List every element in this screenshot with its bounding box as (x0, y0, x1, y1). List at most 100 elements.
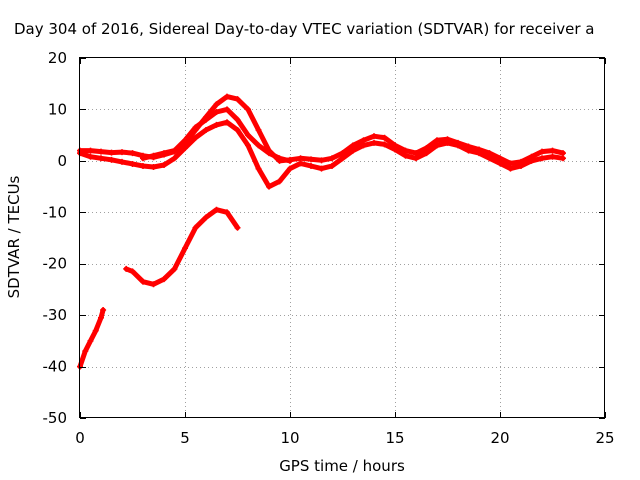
data-point (339, 155, 346, 162)
chart-title: Day 304 of 2016, Sidereal Day-to-day VTE… (14, 20, 595, 38)
data-point (539, 155, 545, 162)
series-line-track-4 (123, 207, 240, 287)
x-axis-label: GPS time / hours (279, 457, 405, 475)
data-point (476, 150, 482, 157)
data-point (171, 265, 178, 272)
series-line-track-5 (77, 307, 106, 370)
x-tick-labels: 0 5 10 15 20 25 (75, 429, 614, 447)
data-point (266, 150, 272, 157)
data-point (140, 155, 146, 162)
data-point (140, 163, 146, 169)
data-point (308, 156, 314, 163)
y-tick-labels: -50 -40 -30 -20 -10 0 10 20 (43, 49, 68, 427)
data-point (234, 96, 241, 103)
y-axis-label: SDTVAR / TECUs (5, 175, 23, 298)
data-point (245, 106, 251, 113)
data-point (297, 160, 304, 167)
data-point (486, 155, 493, 162)
data-point (234, 224, 241, 231)
data-point (560, 150, 566, 157)
data-point (528, 157, 535, 164)
data-point (192, 124, 199, 131)
data-point (371, 133, 377, 140)
data-point (413, 155, 419, 162)
data-point (507, 165, 514, 172)
data-point (213, 206, 220, 213)
data-point (171, 147, 178, 154)
data-point (224, 209, 230, 216)
x-tick-label: 5 (180, 429, 190, 447)
data-point (392, 146, 398, 153)
y-tick-label: 10 (48, 100, 67, 118)
data-point (276, 155, 283, 162)
data-point (444, 139, 451, 146)
data-point (255, 165, 262, 172)
data-point (108, 156, 115, 163)
data-point (203, 214, 209, 221)
data-point (413, 150, 419, 157)
data-point (234, 127, 241, 133)
data-point (287, 165, 293, 172)
axis-ticks (80, 58, 606, 419)
data-point (434, 142, 440, 149)
data-point (82, 348, 89, 355)
data-point (560, 155, 566, 162)
data-point (255, 142, 262, 149)
data-point (150, 281, 157, 288)
data-point (402, 147, 409, 154)
data-point (402, 152, 409, 159)
data-point (192, 134, 199, 141)
data-point (350, 142, 356, 149)
x-tick-label: 10 (280, 429, 299, 447)
x-tick-label: 0 (75, 429, 85, 447)
data-point (129, 150, 136, 157)
data-point (245, 142, 251, 149)
data-point (371, 139, 377, 146)
data-point (297, 155, 304, 162)
data-point (266, 183, 272, 190)
data-point (203, 127, 209, 133)
data-point (507, 160, 514, 167)
data-point (192, 224, 199, 231)
y-tick-label: -20 (43, 255, 68, 273)
data-point (434, 137, 440, 144)
x-tick-label: 15 (385, 429, 404, 447)
data-point (150, 164, 157, 171)
data-point (129, 160, 136, 167)
data-point (497, 155, 503, 162)
data-point (224, 93, 230, 100)
data-point (123, 265, 130, 272)
data-point (87, 147, 94, 154)
data-point (350, 147, 356, 154)
data-point (92, 327, 99, 334)
y-tick-label: -10 (43, 203, 68, 221)
plot-frame (79, 57, 605, 418)
data-point (161, 161, 167, 168)
data-point (465, 147, 472, 154)
data-point (119, 158, 125, 165)
data-point (423, 150, 430, 157)
data-point (87, 337, 94, 344)
data-point (100, 307, 107, 313)
data-point (497, 160, 503, 167)
data-point (150, 152, 157, 159)
data-point (318, 157, 325, 164)
data-point (329, 155, 335, 162)
data-point (98, 155, 104, 162)
data-point (308, 163, 314, 169)
data-point (455, 142, 461, 149)
data-point (360, 142, 367, 149)
data-point (339, 150, 346, 157)
data-point (119, 149, 125, 156)
x-tick-label: 20 (490, 429, 509, 447)
data-point (129, 268, 136, 275)
data-point (224, 119, 230, 126)
data-point (171, 155, 178, 162)
data-point (203, 116, 209, 123)
data-point (318, 165, 325, 172)
data-point (245, 132, 251, 139)
data-point (486, 150, 493, 157)
y-tick-label: 20 (48, 49, 67, 67)
data-point (287, 157, 293, 164)
